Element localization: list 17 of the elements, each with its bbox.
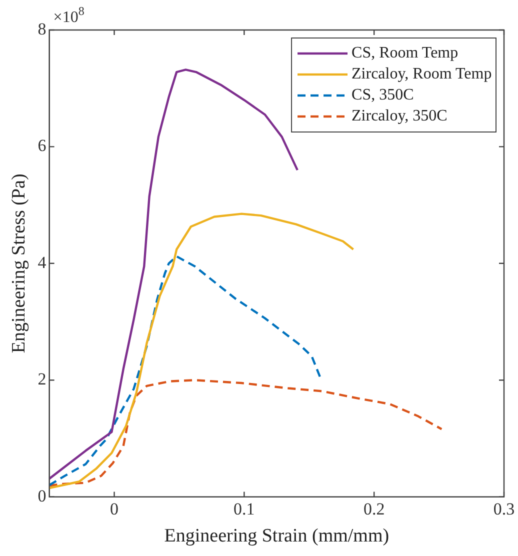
y-tick-label: 4 bbox=[38, 252, 47, 272]
legend-label: CS, 350C bbox=[352, 86, 414, 104]
y-axis-title: Engineering Stress (Pa) bbox=[8, 174, 30, 354]
legend-label: Zircaloy, 350C bbox=[352, 108, 448, 125]
legend-label: Zircaloy, Room Temp bbox=[352, 66, 492, 83]
y-tick-label: 2 bbox=[38, 370, 46, 389]
y-tick-label: 0 bbox=[38, 486, 46, 506]
line-series bbox=[49, 379, 443, 487]
x-tick-label: 0.3 bbox=[493, 499, 515, 518]
x-tick-label: 0.2 bbox=[363, 499, 385, 518]
y-tick-label: 6 bbox=[38, 136, 46, 156]
y-tick-label: 8 bbox=[38, 19, 46, 38]
x-axis-title: Engineering Strain (mm/mm) bbox=[164, 526, 390, 547]
x-tick-label: 0 bbox=[110, 499, 119, 518]
line-series bbox=[49, 255, 322, 486]
x-tick-label: 0.1 bbox=[234, 499, 255, 518]
legend-label: CS, Room Temp bbox=[352, 44, 458, 62]
